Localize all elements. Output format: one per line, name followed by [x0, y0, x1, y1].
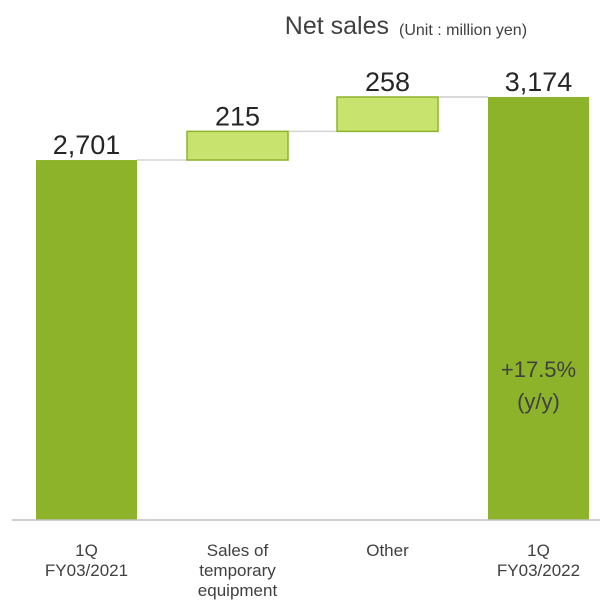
yoy-annotation-text: +17.5% (y/y) — [501, 357, 576, 414]
yoy-annotation: +17.5% (y/y) — [501, 357, 576, 414]
value-label-1: 215 — [215, 101, 260, 131]
value-label-3: 3,174 — [505, 67, 573, 97]
category-label-3: 1Q FY03/2022 — [497, 541, 580, 580]
bar-1 — [186, 130, 289, 161]
bar-2 — [336, 96, 439, 133]
chart-unit-label: (Unit : million yen) — [399, 22, 527, 39]
category-label-2: Other — [366, 541, 409, 560]
category-label-1: Sales of temporary equipment — [198, 541, 278, 600]
category-labels-group: 1Q FY03/2021 Sales of temporary equipment Oth… — [45, 541, 580, 600]
bar-3 — [488, 97, 589, 520]
connector-lines — [137, 96, 488, 161]
value-label-2: 258 — [365, 67, 410, 97]
value-labels-group: 2,701 215 258 3,174 — [53, 67, 573, 160]
chart-title: Net sales — [285, 12, 389, 40]
bars-group — [36, 96, 589, 520]
value-label-0: 2,701 — [53, 130, 121, 160]
bar-0 — [36, 160, 137, 520]
category-label-0: 1Q FY03/2021 — [45, 541, 128, 580]
